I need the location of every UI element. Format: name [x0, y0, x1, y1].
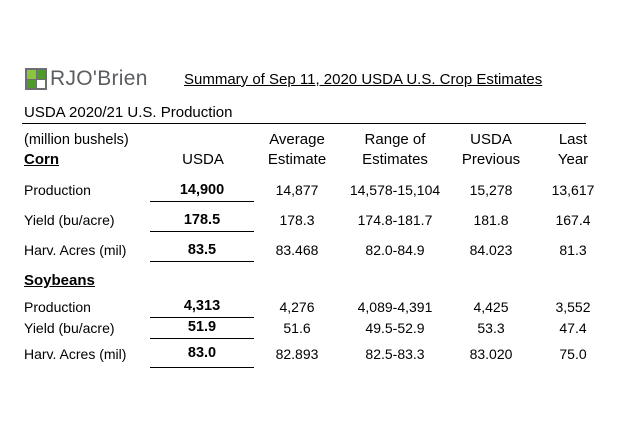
- header-last-line2: Year: [557, 151, 589, 168]
- row-label: Harv. Acres (mil): [24, 242, 127, 258]
- usda-underline: [150, 201, 254, 202]
- usda-value: 83.5: [187, 242, 217, 258]
- usda-underline: [150, 338, 254, 339]
- last-year-value: 3,552: [555, 299, 591, 315]
- last-year-value: 47.4: [559, 320, 587, 336]
- header-range-line1: Range of: [364, 131, 426, 148]
- header-previous-line2: Previous: [461, 151, 521, 168]
- usda-value: 4,313: [183, 298, 221, 314]
- row-label: Yield (bu/acre): [24, 212, 115, 228]
- page-title: Summary of Sep 11, 2020 USDA U.S. Crop E…: [184, 71, 543, 88]
- usda-value: 14,900: [179, 182, 225, 198]
- rjobrien-logo-mark-icon: [25, 68, 47, 90]
- usda-value: 83.0: [187, 345, 217, 361]
- last-year-value: 13,617: [551, 182, 595, 198]
- header-previous-line1: USDA: [470, 131, 512, 148]
- previous-value: 83.020: [469, 346, 513, 362]
- row-label: Yield (bu/acre): [24, 320, 115, 336]
- average-value: 4,276: [279, 299, 315, 315]
- previous-value: 4,425: [473, 299, 509, 315]
- usda-underline: [150, 261, 254, 262]
- previous-value: 15,278: [469, 182, 513, 198]
- average-value: 178.3: [279, 212, 315, 228]
- usda-underline: [150, 231, 254, 232]
- range-value: 82.0-84.9: [365, 242, 425, 258]
- last-year-value: 167.4: [555, 212, 591, 228]
- header-last-year: Last Year: [518, 130, 628, 170]
- row-label: Production: [24, 299, 91, 315]
- header-usda: USDA: [182, 151, 224, 168]
- category-soybeans: Soybeans: [24, 272, 95, 289]
- usda-underline: [150, 367, 254, 368]
- previous-value: 181.8: [473, 212, 509, 228]
- section-divider: [22, 123, 586, 124]
- units-label: (million bushels): [24, 132, 129, 148]
- row-label: Production: [24, 182, 91, 198]
- header-average-estimate: Average Estimate: [242, 130, 352, 170]
- average-value: 51.6: [283, 320, 311, 336]
- section-title: USDA 2020/21 U.S. Production: [24, 104, 233, 121]
- usda-value: 178.5: [183, 212, 221, 228]
- last-year-value: 75.0: [559, 346, 587, 362]
- range-value: 174.8-181.7: [357, 212, 433, 228]
- usda-value: 51.9: [187, 319, 217, 335]
- average-value: 82.893: [275, 346, 319, 362]
- previous-value: 53.3: [477, 320, 505, 336]
- average-value: 14,877: [275, 182, 319, 198]
- category-corn: Corn: [24, 151, 59, 168]
- range-value: 14,578-15,104: [349, 182, 441, 198]
- usda-underline: [150, 317, 254, 318]
- rjobrien-logo: RJO'Brien: [25, 67, 167, 94]
- range-value: 4,089-4,391: [357, 299, 433, 315]
- header-range-line2: Estimates: [362, 151, 428, 168]
- previous-value: 84.023: [469, 242, 513, 258]
- average-value: 83.468: [275, 242, 319, 258]
- range-value: 49.5-52.9: [365, 320, 425, 336]
- header-average-line1: Average: [269, 131, 325, 148]
- header-average-line2: Estimate: [267, 151, 327, 168]
- header-range-of-estimates: Range of Estimates: [340, 130, 450, 170]
- logo-wordmark: RJO'Brien: [50, 67, 148, 90]
- header-usda-previous: USDA Previous: [436, 130, 546, 170]
- header-last-line1: Last: [558, 131, 588, 148]
- range-value: 82.5-83.3: [365, 346, 425, 362]
- last-year-value: 81.3: [559, 242, 587, 258]
- row-label: Harv. Acres (mil): [24, 346, 127, 362]
